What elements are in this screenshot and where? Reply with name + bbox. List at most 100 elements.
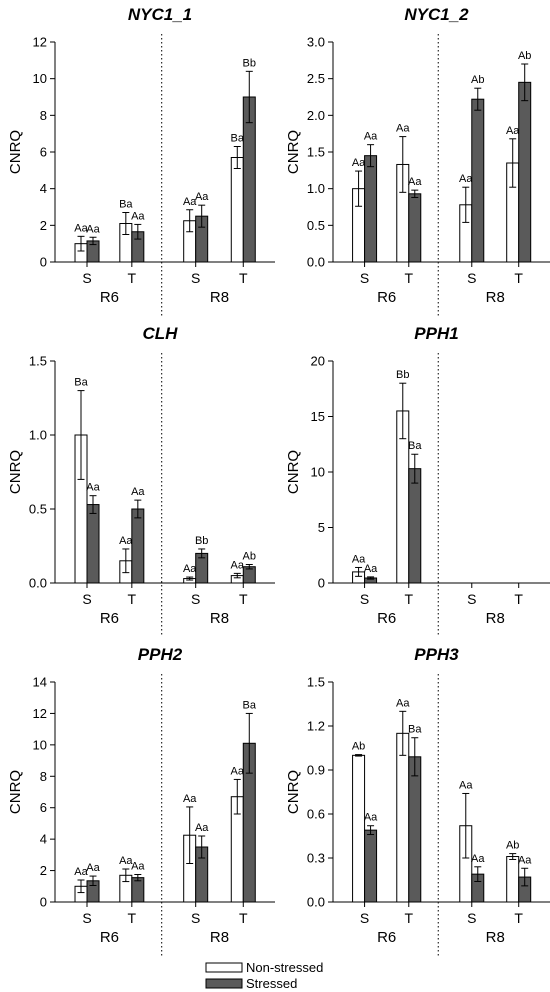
y-axis-label: CNRQ (7, 770, 24, 814)
y-tick-label: 14 (33, 675, 47, 690)
bar (408, 193, 422, 263)
y-axis-label: CNRQ (7, 130, 24, 174)
x-tick-label: T (404, 910, 413, 926)
y-tick-label: 1.5 (307, 145, 325, 160)
bar (352, 754, 366, 903)
significance-label: Aa (195, 822, 209, 834)
chart-title: NYC1_1 (128, 5, 192, 24)
significance-label: Aa (119, 535, 133, 547)
significance-label: Aa (364, 812, 378, 824)
x-tick-label: S (467, 270, 476, 286)
legend: Non-stressed Stressed (205, 960, 323, 991)
x-tick-label: T (128, 910, 137, 926)
group-label: R8 (486, 289, 505, 306)
significance-label: Aa (183, 563, 197, 575)
y-tick-label: 0.0 (307, 255, 325, 270)
y-tick-label: 0.9 (307, 763, 325, 778)
x-tick-label: T (128, 591, 137, 607)
chart-panels: NYC1_1CNRQ024681012SAaAaTBaAaR6SAaAaTBaB… (7, 5, 550, 956)
significance-label: Aa (195, 191, 209, 203)
significance-label: Ab (471, 74, 484, 86)
significance-label: Aa (471, 853, 485, 865)
significance-label: Aa (231, 559, 245, 571)
significance-label: Aa (506, 125, 520, 137)
chart-title: CLH (143, 324, 179, 343)
y-tick-label: 6 (40, 800, 47, 815)
y-tick-label: 0 (40, 255, 47, 270)
x-tick-label: S (82, 270, 91, 286)
x-tick-label: S (191, 591, 200, 607)
significance-label: Aa (459, 173, 473, 185)
bar (408, 468, 422, 584)
bar (364, 829, 378, 903)
significance-label: Bb (195, 535, 208, 547)
significance-label: Aa (364, 131, 378, 143)
legend-label-stressed: Stressed (246, 976, 297, 991)
significance-label: Aa (364, 563, 378, 575)
x-tick-label: T (514, 591, 523, 607)
legend-label-non-stressed: Non-stressed (246, 960, 323, 975)
y-tick-label: 0 (318, 576, 325, 591)
y-tick-label: 5 (318, 520, 325, 535)
y-tick-label: 0.3 (307, 851, 325, 866)
significance-label: Ab (518, 50, 531, 62)
y-tick-label: 0.5 (307, 218, 325, 233)
chart-panel-clh: CLHCNRQ0.00.51.01.5SBaAaTAaAaR6SAaBbTAaA… (7, 324, 275, 637)
x-tick-label: S (191, 270, 200, 286)
y-tick-label: 2.5 (307, 71, 325, 86)
significance-label: Aa (352, 157, 366, 169)
significance-label: Aa (131, 861, 145, 873)
significance-label: Aa (131, 486, 145, 498)
y-tick-label: 1.5 (307, 675, 325, 690)
significance-label: Aa (74, 222, 88, 234)
significance-label: Aa (131, 210, 145, 222)
x-tick-label: S (191, 910, 200, 926)
bar (518, 81, 532, 263)
bar (364, 155, 378, 263)
y-tick-label: 12 (33, 35, 47, 50)
significance-label: Ab (506, 840, 519, 852)
chart-panel-pph3: PPH3 CNRQ 0.0 0.3 0.6 0.9 1.2 1.5 S Ab Aa T Aa Ba R6 S A… (285, 645, 550, 956)
bar (471, 98, 485, 263)
bar (230, 157, 244, 263)
significance-label: Aa (231, 765, 245, 777)
y-tick-label: 0.5 (29, 502, 47, 517)
chart-panel-nyc1_1: NYC1_1CNRQ024681012SAaAaTBaAaR6SAaAaTBaB… (7, 5, 275, 316)
y-tick-label: 10 (311, 465, 325, 480)
significance-label: Ba (119, 199, 133, 211)
x-tick-label: S (360, 910, 369, 926)
significance-label: Aa (86, 482, 100, 494)
y-axis-label: CNRQ (7, 450, 24, 494)
chart-title: PPH2 (138, 645, 183, 664)
y-tick-label: 12 (33, 706, 47, 721)
y-tick-label: 1.2 (307, 719, 325, 734)
group-label: R8 (486, 610, 505, 627)
x-tick-label: S (467, 591, 476, 607)
chart-title: PPH1 (414, 324, 458, 343)
y-tick-label: 2 (40, 863, 47, 878)
chart-title: NYC1_2 (404, 5, 469, 24)
x-tick-label: T (514, 910, 523, 926)
x-tick-label: T (404, 270, 413, 286)
significance-label: Aa (459, 779, 473, 791)
group-label: R6 (100, 610, 119, 627)
significance-label: Aa (408, 176, 422, 188)
group-label: R6 (377, 929, 396, 946)
y-tick-label: 0.0 (307, 895, 325, 910)
x-tick-label: T (239, 270, 248, 286)
bar (86, 504, 100, 584)
significance-label: Ba (408, 440, 422, 452)
bar (396, 732, 410, 903)
significance-label: Ab (243, 551, 256, 563)
y-tick-label: 0.0 (29, 576, 47, 591)
significance-label: Ba (408, 724, 422, 736)
significance-label: Aa (86, 862, 100, 874)
chart-panel-pph2: PPH2CNRQ02468101214SAaAaTAaAaR6SAaAaTAaB… (7, 645, 275, 956)
y-tick-label: 0 (40, 895, 47, 910)
y-tick-label: 8 (40, 108, 47, 123)
y-tick-label: 2 (40, 218, 47, 233)
group-label: R8 (486, 929, 505, 946)
significance-label: Aa (352, 553, 366, 565)
